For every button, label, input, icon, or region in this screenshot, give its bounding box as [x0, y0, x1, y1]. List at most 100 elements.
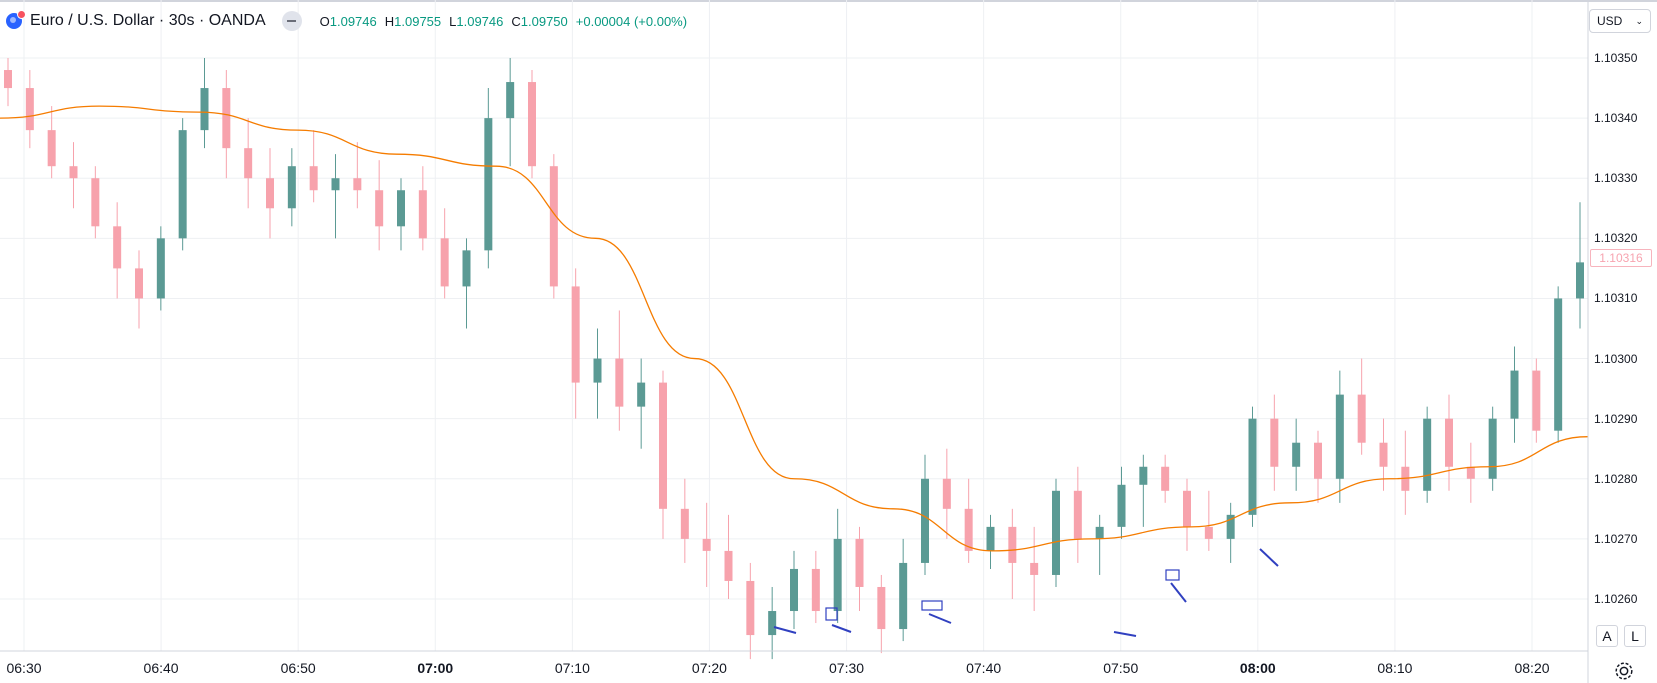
candle	[1292, 418, 1301, 491]
currency-label: USD	[1597, 14, 1623, 28]
settings-gear-icon[interactable]	[1613, 660, 1635, 682]
symbol-legend: Euro / U.S. Dollar · 30s · OANDA O1.0974…	[6, 10, 687, 32]
candle	[724, 514, 733, 599]
candle	[309, 130, 318, 203]
candle	[746, 562, 755, 660]
time-tick-label: 07:10	[554, 660, 590, 676]
candle	[506, 58, 515, 167]
candle	[615, 310, 624, 431]
chevron-down-icon: ⌄	[1635, 15, 1643, 26]
close-value: 1.09750	[520, 13, 568, 29]
price-tick-label: 1.10290	[1594, 411, 1638, 426]
low-value: 1.09746	[456, 13, 504, 29]
candle	[1510, 346, 1519, 443]
price-tick-label: 1.10260	[1594, 592, 1638, 606]
candle	[790, 550, 798, 630]
candle	[855, 526, 864, 612]
candle	[462, 238, 471, 329]
candle	[1204, 490, 1213, 551]
collapse-icon[interactable]	[281, 11, 302, 31]
price-tick-label: 1.10300	[1594, 351, 1638, 366]
log-scale-button[interactable]: L	[1624, 625, 1646, 647]
candle	[440, 208, 449, 299]
candle	[1161, 454, 1170, 503]
candle	[222, 70, 231, 179]
symbol-title[interactable]: Euro / U.S. Dollar · 30s · OANDA	[30, 12, 266, 29]
candle	[375, 160, 384, 251]
auto-scale-button[interactable]: A	[1596, 625, 1618, 647]
candle	[484, 88, 493, 269]
annotation-line	[1170, 582, 1187, 603]
change-value: +0.00004 (+0.00%)	[575, 13, 688, 29]
candle	[811, 550, 820, 624]
drawing-annotations	[773, 548, 1279, 637]
candle	[4, 58, 12, 107]
candle	[768, 586, 777, 660]
candle	[702, 502, 711, 587]
ohlc-values: O1.09746 H1.09755 L1.09746 C1.09750 +0.0…	[320, 14, 687, 29]
annotation-line	[1113, 631, 1137, 637]
candle	[331, 154, 340, 239]
candle	[1117, 466, 1126, 539]
price-tick-label: 1.10340	[1594, 111, 1638, 126]
low-key: L	[449, 13, 457, 29]
time-tick-label: 07:40	[966, 660, 1002, 676]
close-key: C	[511, 13, 521, 29]
time-tick-label: 07:00	[417, 660, 454, 676]
candle	[899, 538, 908, 642]
candle	[1183, 478, 1191, 551]
time-tick-label: 08:10	[1377, 660, 1413, 676]
annotation-box	[921, 600, 943, 611]
candle	[1532, 358, 1541, 443]
annotation-box	[1165, 569, 1180, 581]
candle	[91, 166, 100, 239]
annotation-line	[928, 613, 952, 624]
open-key: O	[319, 13, 330, 29]
annotation-line	[831, 624, 852, 633]
time-tick-label: 08:00	[1239, 660, 1276, 676]
candle	[659, 370, 667, 539]
candle	[986, 514, 995, 569]
top-border	[0, 0, 1657, 2]
candle	[1030, 526, 1039, 612]
candle	[549, 154, 558, 299]
candle	[637, 358, 646, 449]
candle	[1401, 430, 1410, 515]
candle	[244, 118, 253, 209]
open-value: 1.09746	[329, 13, 377, 29]
time-tick-label: 08:20	[1514, 660, 1550, 676]
time-tick-label: 06:30	[6, 660, 42, 676]
high-key: H	[384, 13, 395, 29]
candle	[156, 226, 165, 311]
price-tick-label: 1.10320	[1594, 231, 1638, 246]
currency-selector[interactable]: USD ⌄	[1589, 9, 1651, 33]
candle	[964, 478, 973, 563]
candle	[1466, 442, 1475, 503]
price-tick-label: 1.10280	[1594, 471, 1638, 486]
candle	[266, 148, 274, 239]
time-tick-label: 06:50	[280, 660, 316, 676]
time-tick-label: 07:30	[829, 660, 865, 676]
time-tick-label: 06:40	[143, 660, 179, 676]
high-value: 1.09755	[394, 13, 442, 29]
candle	[1379, 418, 1388, 491]
candle	[1335, 370, 1344, 503]
candle	[942, 448, 951, 539]
candle	[397, 178, 405, 251]
candle	[1073, 466, 1082, 563]
candle	[571, 268, 580, 419]
candle	[418, 166, 427, 251]
candle	[1423, 406, 1432, 503]
candle	[1488, 406, 1497, 491]
price-tick-label: 1.10350	[1594, 51, 1638, 65]
candle	[1008, 508, 1017, 599]
candle	[287, 148, 296, 227]
candle	[1139, 454, 1148, 527]
last-price-label: 1.10316	[1590, 249, 1652, 267]
candle	[877, 574, 886, 654]
candle	[113, 202, 122, 299]
annotation-line	[773, 626, 797, 634]
time-tick-label: 07:20	[691, 660, 727, 676]
globe-icon[interactable]	[6, 10, 26, 29]
